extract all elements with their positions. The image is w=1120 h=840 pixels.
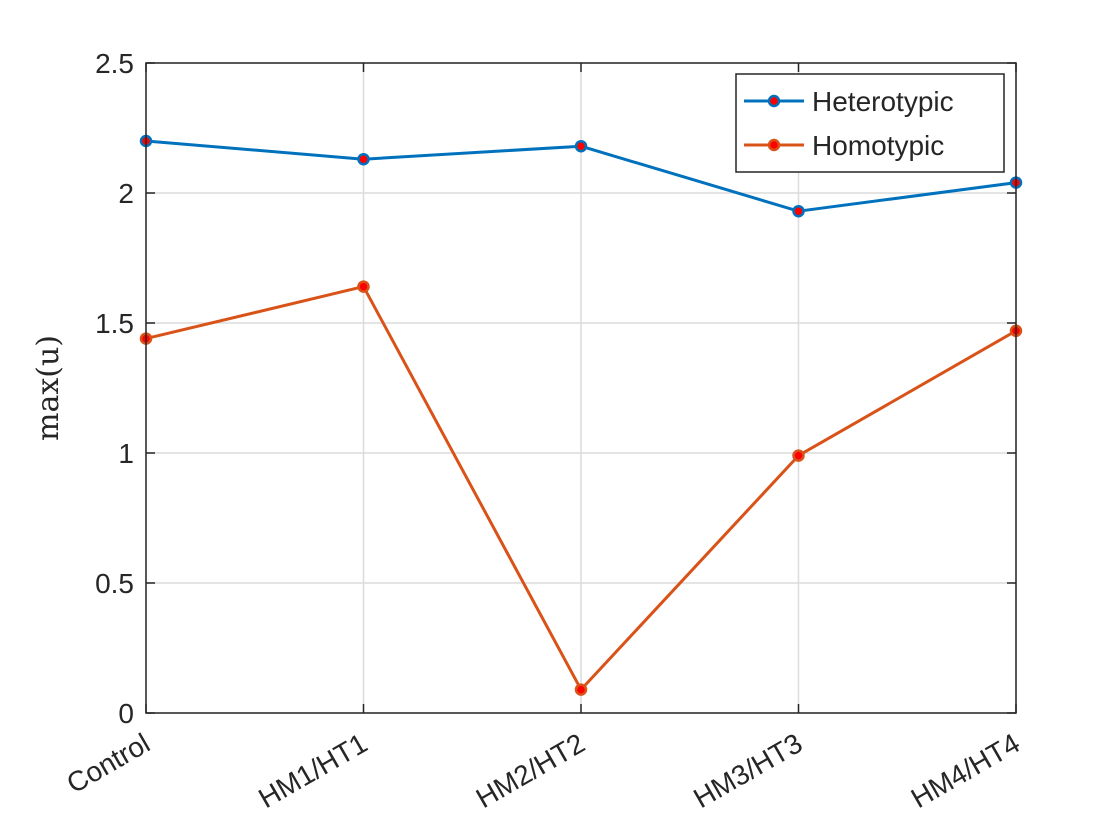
y-tick-label: 2: [118, 178, 134, 209]
legend: Heterotypic Homotypic: [735, 73, 1005, 173]
axis-ticks: [145, 62, 1017, 714]
legend-marker: [767, 138, 781, 152]
legend-label: Heterotypic: [812, 86, 954, 117]
y-tick-label: 0: [118, 698, 134, 729]
data-point: [792, 204, 805, 218]
data-point: [574, 683, 588, 696]
legend-marker: [767, 94, 781, 108]
data-point: [792, 449, 805, 462]
legend-box: [735, 73, 1005, 173]
y-tick-label: 0.5: [95, 568, 134, 599]
y-tick-label: 1: [118, 438, 134, 469]
y-tick-labels: 0 0.5 1 1.5 2 2.5: [95, 48, 134, 729]
y-tick-label: 2.5: [95, 48, 134, 79]
legend-label: Homotypic: [812, 130, 944, 161]
series-layer: [139, 134, 1023, 696]
data-point: [357, 280, 370, 293]
y-axis-label: max(u): [31, 335, 66, 441]
y-tick-label: 1.5: [95, 308, 134, 339]
data-point: [574, 139, 588, 153]
data-point: [357, 152, 370, 166]
